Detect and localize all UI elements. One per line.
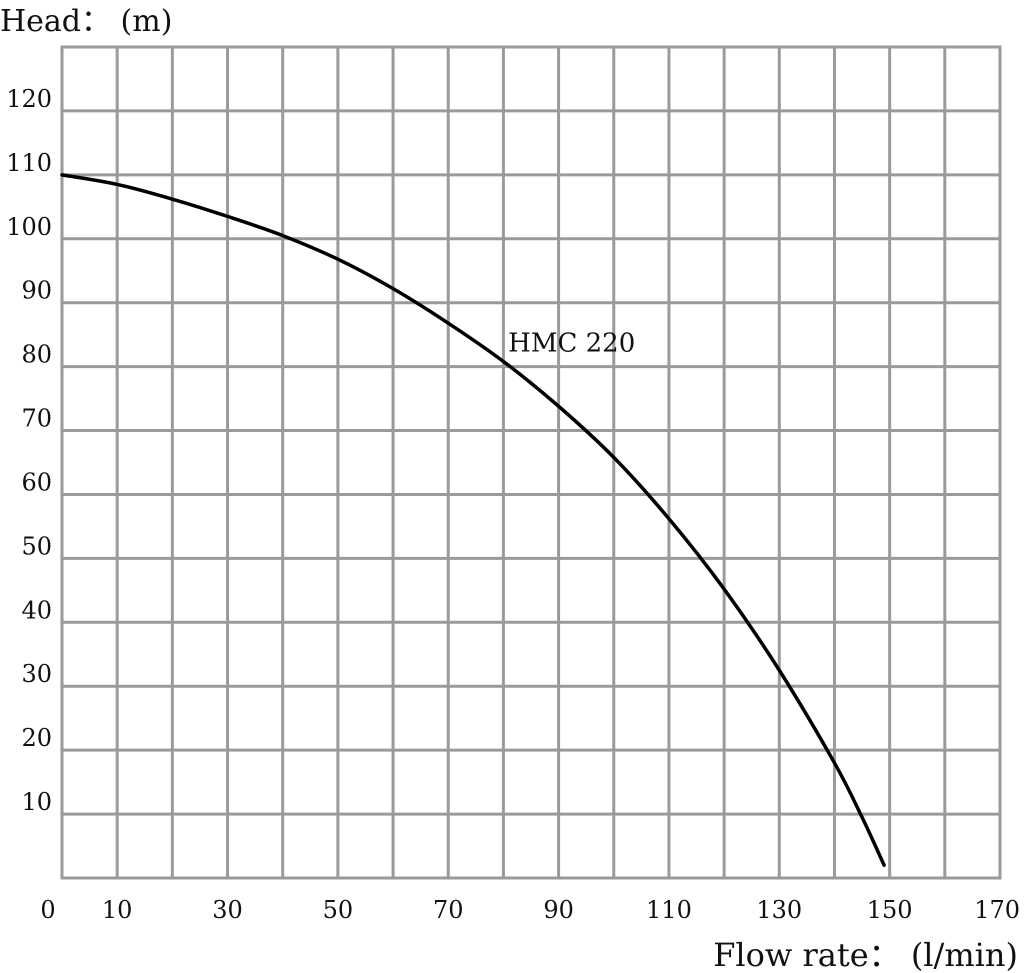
series-line-hmc-220 xyxy=(60,173,886,867)
x-axis-title: Flow rate： (l/min) xyxy=(713,936,1018,973)
y-tick-label-90: 90 xyxy=(21,277,52,305)
x-tick-label-70: 70 xyxy=(433,896,464,924)
y-tick-label-30: 30 xyxy=(21,660,52,688)
y-tick-label-50: 50 xyxy=(21,532,52,560)
series-layer: HMC 220 xyxy=(60,173,886,867)
x-tick-label-0: 0 xyxy=(40,896,55,924)
tick-labels: 10 20 30 40 50 60 70 80 90 100 110 120 0 10 30 50 70 90 11… xyxy=(6,85,1020,924)
x-tick-label-10: 10 xyxy=(102,896,133,924)
x-tick-label-170: 170 xyxy=(974,896,1020,924)
x-tick-label-30: 30 xyxy=(212,896,243,924)
grid xyxy=(62,47,1000,878)
y-tick-label-80: 80 xyxy=(21,341,52,369)
x-tick-label-90: 90 xyxy=(543,896,574,924)
y-tick-label-100: 100 xyxy=(6,213,52,241)
series-annotation-label: HMC 220 xyxy=(508,328,635,358)
x-tick-label-110: 110 xyxy=(646,896,692,924)
y-tick-label-20: 20 xyxy=(21,724,52,752)
y-tick-label-120: 120 xyxy=(6,85,52,113)
y-tick-label-60: 60 xyxy=(21,468,52,496)
y-tick-label-10: 10 xyxy=(21,788,52,816)
y-tick-label-70: 70 xyxy=(21,405,52,433)
x-tick-label-130: 130 xyxy=(756,896,802,924)
y-axis-title: Head： (m) xyxy=(0,4,172,39)
plot-frame xyxy=(60,45,1002,880)
y-tick-label-110: 110 xyxy=(6,149,52,177)
x-tick-label-50: 50 xyxy=(323,896,354,924)
x-tick-label-150: 150 xyxy=(867,896,913,924)
y-tick-label-40: 40 xyxy=(21,596,52,624)
